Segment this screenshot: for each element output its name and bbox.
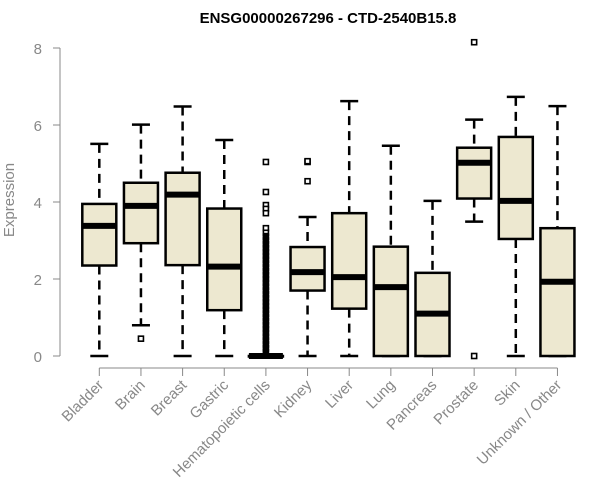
box-iqr [539,226,576,358]
y-tick-label: 0 [34,349,42,366]
x-tick-label: Kidney [271,376,316,421]
box-group [164,105,201,358]
box-group [539,104,576,358]
x-tick-label: Skin [491,377,524,410]
y-tick-label: 8 [34,41,42,58]
outlier-point [470,38,478,46]
box-group [206,138,243,358]
box-group [455,38,493,360]
box-iqr [372,245,410,358]
y-tick-label: 6 [34,118,42,135]
box-group [414,199,451,358]
box-group [289,157,326,358]
chart-title: ENSG00000267296 - CTD-2540B15.8 [200,10,457,27]
box-iqr [330,211,368,310]
box-iqr [164,171,201,267]
box-group [81,142,118,358]
outlier-point [262,188,270,196]
x-tick-label: Breast [148,376,191,419]
y-tick-label: 2 [34,272,42,289]
box-iqr [206,207,243,312]
box-iqr [497,135,535,241]
box-iqr [289,245,326,292]
outlier-point [137,335,145,342]
box-iqr [455,146,493,200]
outlier-dense-column [263,232,269,356]
box-group [372,144,410,358]
outlier-point [470,352,478,360]
outlier-point [262,209,270,217]
x-tick-label: Prostate [430,377,482,429]
box-iqr [122,181,160,245]
y-tick-label: 4 [34,195,42,212]
box-group [330,99,368,358]
outlier-point [304,157,311,165]
outlier-point [304,177,311,185]
x-tick-label: Bladder [59,377,108,426]
y-axis-label: Expression [1,163,18,237]
outlier-point [262,158,270,166]
box-group [122,123,160,342]
boxes [81,38,576,360]
box-group [497,95,535,358]
x-tick-label: Lung [363,377,399,413]
y-axis: 0 2 4 6 8 [34,41,61,366]
x-tick-label: Brain [112,377,149,414]
x-tick-label: Liver [322,377,357,412]
box-iqr [81,202,118,267]
